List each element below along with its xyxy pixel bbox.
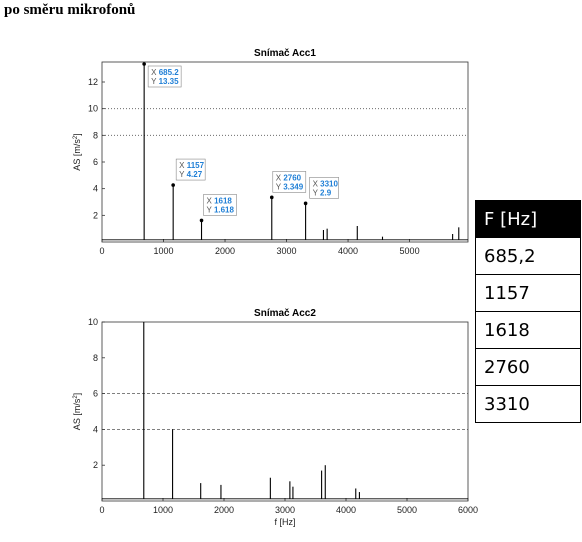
x-axis-label: f [Hz] (274, 517, 295, 527)
x-tick-label: 0 (99, 246, 104, 256)
y-tick-label: 6 (93, 157, 98, 167)
table-row: 1157 (475, 274, 581, 312)
plot-frame (101, 61, 469, 243)
datatip-marker (142, 62, 146, 66)
x-tick-label: 2000 (215, 246, 235, 256)
table-row: 2760 (475, 348, 581, 386)
y-tick-label: 10 (88, 317, 98, 327)
x-tick-label: 1000 (153, 505, 173, 515)
chart-title: Snímač Acc2 (254, 308, 316, 319)
x-tick-label: 6000 (458, 505, 478, 515)
datatip-y: Y 13.35 (151, 77, 179, 86)
frequency-cell: 1618 (475, 311, 581, 349)
frequency-cell: 1157 (475, 274, 581, 312)
frequency-table-header: F [Hz] (475, 200, 581, 238)
x-tick-label: 1000 (153, 246, 173, 256)
datatip-y: Y 4.27 (179, 170, 203, 179)
frequency-cell: 2760 (475, 348, 581, 386)
datatip-x: X 1157 (179, 161, 204, 170)
datatip-box (147, 65, 182, 88)
datatip-x: X 2760 (276, 173, 302, 182)
x-tick-label: 4000 (338, 246, 358, 256)
y-tick-label: 2 (93, 210, 98, 220)
y-tick-label: 2 (93, 460, 98, 470)
datatip-x: X 685.2 (151, 68, 179, 77)
x-tick-label: 2000 (214, 505, 234, 515)
x-tick-label: 5000 (400, 246, 420, 256)
datatip-marker (171, 183, 175, 187)
x-tick-label: 0 (99, 505, 104, 515)
datatip-x: X 3310 (313, 179, 339, 188)
table-row: 1618 (475, 311, 581, 349)
x-tick-label: 3000 (275, 505, 295, 515)
y-tick-label: 12 (88, 77, 98, 87)
datatip-box (272, 171, 307, 193)
y-tick-label: 4 (93, 424, 98, 434)
chart-title: Snímač Acc1 (254, 48, 316, 59)
frequency-table-header-row: F [Hz] (475, 200, 581, 238)
y-tick-label: 8 (93, 353, 98, 363)
datatip-box (175, 158, 206, 181)
datatip-y: Y 1.618 (207, 205, 235, 214)
datatip-x: X 1618 (207, 196, 233, 205)
chart-acc1: Snímač Acc1 0 1000 2000 3000 4000 5000 2 4 6 8 10 12… (72, 48, 469, 256)
y-tick-label: 4 (93, 184, 98, 194)
datatip-box (309, 177, 339, 199)
x-tick-label: 3000 (277, 246, 297, 256)
frequency-cell: 685,2 (475, 237, 581, 275)
x-tick-label: 5000 (397, 505, 417, 515)
datatip-y: Y 2.9 (313, 188, 332, 197)
y-tick-label: 6 (93, 389, 98, 399)
x-tick-label: 4000 (336, 505, 356, 515)
table-row: 685,2 (475, 237, 581, 275)
y-tick-label: 8 (93, 130, 98, 140)
y-axis-label: AS [m/s2] (72, 393, 82, 430)
table-row: 3310 (475, 385, 581, 423)
frequency-cell: 3310 (475, 385, 581, 423)
y-tick-label: 10 (88, 104, 98, 114)
datatip-marker (303, 201, 308, 206)
datatip-marker (199, 218, 204, 223)
frequency-table: F [Hz] 685,2 1157 1618 2760 3310 (475, 200, 581, 423)
datatip-y: Y 3.349 (276, 182, 304, 191)
plot-frame (101, 321, 469, 502)
datatip-marker (269, 195, 274, 200)
y-axis-label: AS [m/s2] (72, 133, 82, 170)
datatip-box (203, 194, 237, 216)
page-heading: po směru mikrofonů (4, 2, 136, 18)
